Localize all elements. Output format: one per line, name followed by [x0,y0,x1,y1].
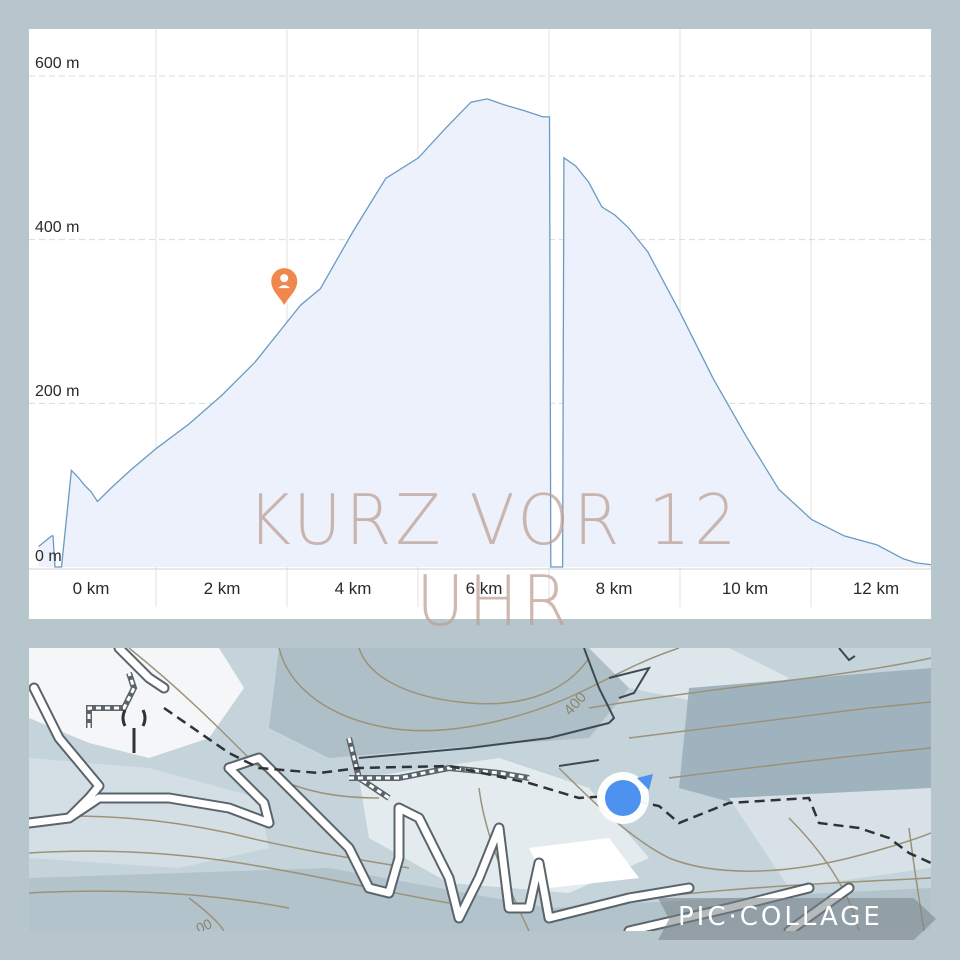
y-tick-label: 400 m [35,219,80,236]
watermark-text: KURZ VOR 12 UHR [247,480,741,642]
elevation-chart-svg [29,29,931,607]
y-tick-label: 200 m [35,383,80,400]
ridge-lines [358,648,856,767]
x-tick-label: 8 km [595,579,633,598]
x-tick-label: 0 km [72,579,110,598]
topo-map-svg: 400 00 [29,648,931,931]
x-tick-label: 10 km [721,579,769,598]
person-pin-icon[interactable] [271,268,298,306]
x-tick-label: 12 km [852,579,900,598]
x-tick-label: 6 km [465,579,503,598]
current-location-marker[interactable] [597,772,653,824]
terrain-dark-area [679,668,931,818]
terrain-dark-area [269,648,629,758]
terrain-light-area [529,838,639,888]
heading-arrow-icon [637,774,653,790]
contour-label: 00 [193,915,214,931]
terrain-light-area [729,788,931,888]
y-tick-label: 0 m [35,548,62,565]
elevation-chart: 600 m 400 m 200 m 0 m 0 km 2 km 4 km 6 k… [29,29,931,642]
x-tick-label: 2 km [203,579,241,598]
elevation-line [38,98,931,568]
topo-map[interactable]: 400 00 [29,648,931,931]
y-tick-label: 600 m [35,55,80,72]
x-tick-label: 4 km [334,579,372,598]
antenna-icon [121,709,147,753]
route-path [163,706,931,865]
tracks [86,672,530,801]
elevation-area [38,98,931,567]
terrain-light-area [29,648,244,758]
pic-collage-label: PIC·COLLAGE [678,902,883,932]
pic-collage-badge [658,898,936,940]
terrain-light-area [29,758,269,868]
